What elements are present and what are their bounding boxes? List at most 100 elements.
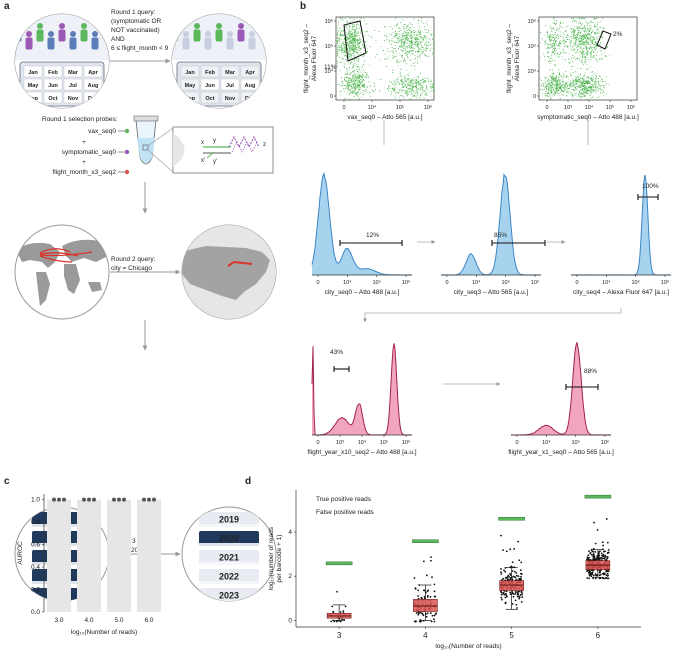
scatter-point	[336, 33, 338, 35]
scatter-point	[591, 90, 593, 92]
scatter-point	[430, 34, 432, 36]
calendar-cell	[43, 65, 63, 78]
scatter-point	[347, 36, 349, 38]
scatter-point	[356, 84, 358, 86]
scatter-point	[558, 45, 560, 46]
scatter-point	[349, 35, 351, 37]
scatter-point	[429, 79, 431, 81]
scatter-point	[381, 46, 383, 47]
scatter-point	[582, 96, 584, 97]
scatter-point	[595, 77, 596, 79]
scatter-point	[407, 52, 409, 54]
scatter-point	[571, 85, 573, 87]
probe-dye	[124, 149, 130, 155]
scatter-point	[414, 85, 416, 87]
histogram-outline	[440, 173, 542, 276]
scatter-point	[555, 84, 557, 86]
scatter-point	[354, 37, 356, 39]
scatter-point	[424, 29, 426, 31]
scatter-point	[549, 63, 551, 64]
scatter-point	[425, 86, 427, 88]
scatter-point	[354, 92, 356, 94]
false-positive-point	[587, 554, 590, 557]
false-positive-point	[512, 593, 515, 596]
scatter-point	[401, 78, 402, 80]
scatter-point	[358, 38, 360, 40]
scatter-point	[344, 85, 346, 86]
false-positive-point	[415, 612, 418, 614]
scatter-point	[583, 38, 585, 40]
scatter-point	[355, 80, 357, 82]
probe-dye	[124, 169, 130, 175]
flow-arrow	[363, 308, 622, 323]
scatter-point	[578, 25, 580, 27]
scatter-point	[432, 38, 433, 40]
false-positive-point	[335, 620, 338, 623]
scatter-point	[545, 48, 547, 50]
scatter-point	[404, 28, 406, 30]
scatter-point	[604, 27, 605, 29]
scatter-point	[350, 23, 352, 25]
false-positive-point	[426, 594, 429, 597]
scatter-point	[344, 66, 346, 68]
scatter-point	[561, 85, 563, 87]
x-tick-label: 10⁴	[585, 104, 594, 111]
scatter-point	[408, 43, 410, 45]
scatter-point	[570, 75, 572, 77]
scatter-point	[386, 36, 388, 38]
scatter-point	[360, 71, 362, 73]
scatter-point	[415, 95, 417, 97]
scatter-point	[561, 94, 563, 96]
scatter-point	[348, 78, 350, 80]
scatter-point	[352, 29, 354, 31]
scatter-point	[359, 82, 361, 84]
scatter-point	[574, 48, 576, 50]
scatter-point	[579, 58, 581, 60]
scatter-point	[422, 92, 424, 93]
scatter-point	[345, 48, 347, 50]
person-icon	[15, 29, 22, 42]
scatter-point	[555, 40, 557, 42]
scatter-point	[556, 90, 558, 92]
scatter-point	[585, 52, 587, 54]
scatter-point	[562, 76, 564, 78]
scatter-point	[408, 30, 410, 32]
scatter-point	[564, 89, 566, 91]
scatter-point	[353, 26, 355, 28]
year-ring	[199, 600, 259, 601]
scatter-point	[421, 79, 423, 81]
scatter-point	[590, 29, 592, 30]
scatter-point	[416, 80, 418, 82]
scatter-point	[569, 48, 571, 50]
false-positive-point	[509, 591, 511, 594]
scatter-point	[410, 45, 412, 47]
scatter-point	[554, 78, 556, 80]
false-positive-point	[511, 570, 514, 572]
scatter-point	[409, 35, 411, 37]
scatter-point	[352, 71, 354, 73]
scatter-point	[346, 76, 348, 78]
scatter-point	[553, 79, 555, 81]
scatter-point	[585, 86, 587, 88]
scatter-point	[579, 79, 581, 81]
scatter-point	[355, 29, 357, 31]
scatter-point	[551, 30, 552, 32]
scatter-point	[348, 33, 350, 35]
scatter-point	[351, 81, 352, 83]
scatter-point	[600, 92, 601, 94]
scatter-point	[588, 31, 590, 33]
scatter-point	[356, 98, 358, 100]
scatter-point	[548, 43, 550, 45]
scatter-point	[428, 38, 430, 40]
scatter-point	[594, 46, 596, 48]
scatter-point	[575, 40, 576, 42]
probes-title: Round 1 selection probes:	[42, 116, 118, 123]
scatter-point	[414, 65, 415, 67]
scatter-point	[422, 78, 424, 80]
scatter-point	[415, 83, 417, 84]
scatter-point	[403, 62, 405, 64]
scatter-point	[568, 88, 570, 90]
scatter-point	[577, 57, 578, 59]
scatter-point	[394, 84, 396, 86]
scatter-point	[433, 41, 434, 43]
